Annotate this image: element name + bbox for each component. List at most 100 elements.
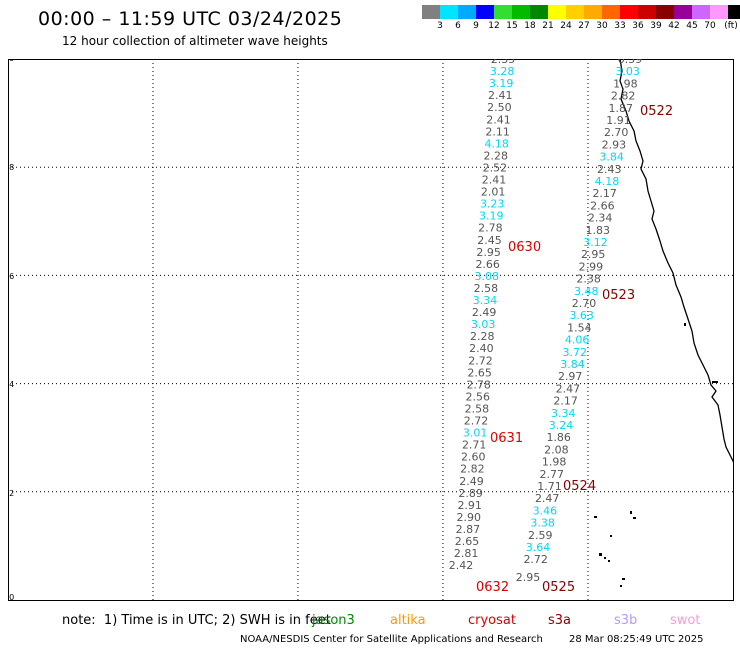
swh-value: 1.98: [542, 456, 567, 469]
colorbar-swatch: [476, 5, 494, 19]
colorbar-tick-label: 45: [686, 21, 697, 31]
colorbar-swatch: [566, 5, 584, 19]
swh-value: 2.17: [592, 187, 617, 200]
colorbar-tick-label: 39: [650, 21, 661, 31]
swh-value: 2.81: [454, 547, 479, 560]
swh-value: 2.45: [477, 234, 502, 247]
colorbar-swatch: [692, 5, 710, 19]
colorbar-tick-label: 15: [506, 21, 517, 31]
y-axis-tick-label: 14: [8, 380, 14, 389]
swh-value: 2.99: [579, 260, 604, 273]
swh-value: 2.60: [461, 451, 486, 464]
swh-value: 2.97: [558, 370, 583, 383]
generation-timestamp: 28 Mar 08:25:49 UTC 2025: [569, 634, 704, 645]
swh-value: 2.47: [556, 382, 581, 395]
swh-value: 2.28: [484, 149, 509, 162]
swh-value: 3.34: [551, 407, 576, 420]
colorbar-tick-label: 12: [488, 21, 499, 31]
track-0630-0632-values: 2.353.283.192.412.502.412.114.182.282.52…: [449, 59, 541, 584]
swh-value: 2.49: [459, 475, 484, 488]
swh-value: 2.49: [472, 306, 497, 319]
swh-value: 3.19: [489, 77, 514, 90]
pass-time-label: 0631: [490, 431, 523, 446]
swh-value: 2.56: [466, 390, 491, 403]
y-axis-tick-label: 20: [8, 59, 14, 63]
coastline: [620, 59, 734, 463]
swh-value: 2.41: [486, 113, 511, 126]
swh-value: 2.90: [457, 511, 482, 524]
swh-value: 1.71: [537, 480, 562, 493]
swh-value: 2.89: [458, 487, 483, 500]
pass-time-label: 0525: [542, 580, 575, 595]
swh-value: 3.28: [490, 65, 515, 78]
swh-value: 2.66: [590, 199, 615, 212]
swh-value: 1.87: [609, 102, 634, 115]
colorbar-swatch: [584, 5, 602, 19]
chart-subtitle: 12 hour collection of altimeter wave hei…: [62, 34, 328, 48]
swh-value: 2.52: [483, 161, 508, 174]
swh-value: 3.84: [599, 151, 624, 164]
swh-value: 2.58: [465, 402, 490, 415]
swh-value: 2.66: [475, 258, 500, 271]
y-axis-tick-label: 18: [8, 163, 14, 172]
swh-value: 1.86: [546, 431, 571, 444]
colorbar-tick-label: 6: [455, 21, 461, 31]
swh-value: 2.41: [488, 89, 513, 102]
colorbar-swatch: [548, 5, 566, 19]
pass-time-label: 0522: [640, 104, 673, 119]
swh-value: 3.64: [526, 541, 551, 554]
swh-value: 4.18: [595, 175, 620, 188]
swh-value: 2.91: [457, 499, 482, 512]
swh-value: 3.08: [475, 270, 500, 283]
colorbar-swatch: [602, 5, 620, 19]
swh-value: 3.38: [530, 517, 555, 530]
swh-value: 3.63: [569, 309, 594, 322]
colorbar-swatch: [710, 5, 728, 19]
colorbar-swatch: [440, 5, 458, 19]
colorbar-tick-label: 3: [437, 21, 443, 31]
swh-value: 2.70: [572, 297, 597, 310]
colorbar-swatch: [656, 5, 674, 19]
swh-value: 2.17: [553, 395, 578, 408]
swh-value: 2.72: [523, 553, 548, 566]
colorbar-swatch: [458, 5, 476, 19]
swh-value: 3.03: [615, 65, 640, 78]
swh-value: 2.08: [544, 443, 569, 456]
y-axis-tick-label: 12: [8, 489, 14, 498]
swh-value: 2.58: [474, 282, 499, 295]
colorbar-tick-label: 42: [668, 21, 679, 31]
satellite-legend-cryosat: cryosat: [468, 613, 516, 628]
y-axis-tick-label: 10: [8, 593, 14, 601]
swh-value: 2.01: [481, 186, 506, 199]
swh-value: 3.19: [479, 210, 504, 223]
colorbar-tick-label: 70: [704, 21, 715, 31]
swh-value: 2.82: [460, 463, 485, 476]
colorbar-tick-label: 27: [578, 21, 589, 31]
swh-value: 2.34: [588, 212, 613, 225]
swh-value: 3.72: [563, 346, 588, 359]
swh-value: 3.24: [549, 419, 574, 432]
footer-note: note: 1) Time is in UTC; 2) SWH is in fe…: [62, 613, 331, 628]
swh-value: 2.95: [476, 246, 501, 259]
swh-value: 1.91: [606, 114, 631, 127]
colorbar-tick-label: 18: [524, 21, 535, 31]
wave-height-map: 201816141210606366697275 2.353.283.192.4…: [8, 59, 734, 601]
colorbar-tick-label: 9: [473, 21, 479, 31]
swh-value: 2.70: [604, 126, 629, 139]
swh-value: 2.38: [576, 273, 601, 286]
swh-value: 2.82: [611, 90, 636, 103]
swh-value: 4.18: [484, 137, 509, 150]
swh-value: 2.28: [470, 330, 495, 343]
y-axis-tick-label: 16: [8, 272, 14, 281]
satellite-legend-s3a: s3a: [548, 613, 571, 628]
credit-text: NOAA/NESDIS Center for Satellite Applica…: [240, 634, 543, 645]
satellite-legend-swot: swot: [670, 613, 700, 628]
coastline-islands: [594, 323, 718, 587]
swh-value: 3.23: [480, 198, 505, 211]
pass-time-label: 0524: [563, 479, 596, 494]
swh-value: 2.43: [597, 163, 622, 176]
swh-value: 2.72: [464, 415, 489, 428]
swh-value: 2.50: [487, 101, 512, 114]
swh-value: 1.54: [567, 321, 592, 334]
colorbar-swatch: [530, 5, 548, 19]
